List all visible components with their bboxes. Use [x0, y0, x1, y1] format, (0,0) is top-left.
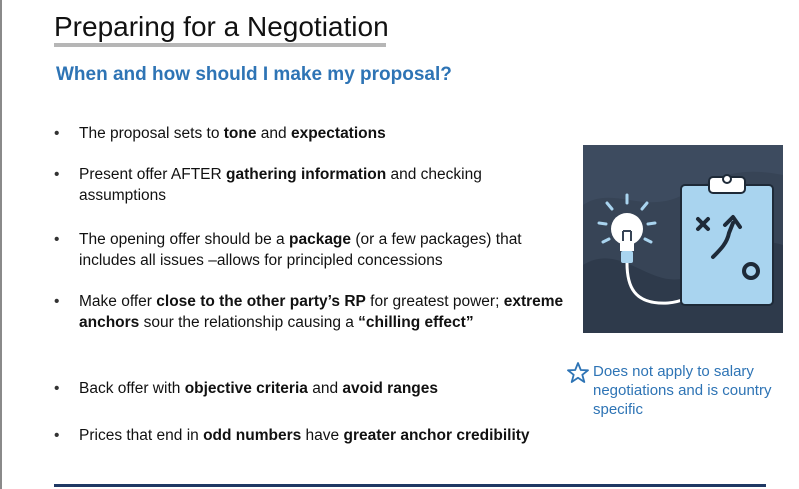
- bullet-marker: •: [54, 427, 60, 444]
- slide-title: Preparing for a Negotiation: [54, 11, 389, 42]
- slide-subtitle: When and how should I make my proposal?: [56, 64, 452, 85]
- bullet-marker: •: [54, 231, 60, 248]
- bullet-marker: •: [54, 166, 60, 183]
- bullet-text: Back offer with objective criteria and a…: [79, 378, 569, 399]
- bullet-segment: Present offer AFTER: [79, 166, 227, 183]
- bullet-segment: The proposal sets to: [79, 125, 224, 142]
- bottom-rule: [54, 484, 766, 487]
- bullet-segment: and checking assumptions: [79, 166, 482, 204]
- bullet-segment: for greatest power;: [365, 293, 504, 310]
- bullet-emphasis: “chilling effect”: [358, 314, 474, 331]
- bullet-emphasis: odd numbers: [203, 427, 302, 444]
- bullet-segment: and: [256, 125, 291, 142]
- strategy-illustration: [583, 145, 783, 333]
- bullet-emphasis: avoid ranges: [342, 380, 438, 397]
- footnote-text: Does not apply to salary negotiations an…: [593, 363, 772, 418]
- bullet-text: The proposal sets to tone and expectatio…: [79, 123, 569, 144]
- bullet-marker: •: [54, 380, 60, 397]
- bullet-segment: The opening offer should be a: [79, 231, 289, 248]
- clipboard-strategy-icon: [680, 174, 774, 306]
- bullet-emphasis: tone: [223, 125, 257, 142]
- bullet-segment: sour the relationship causing a: [139, 314, 359, 331]
- bullet-emphasis: gathering information: [226, 166, 387, 183]
- bullet-text: Prices that end in odd numbers have grea…: [79, 425, 569, 446]
- star-icon: [566, 361, 590, 390]
- bullet-text: Make offer close to the other party’s RP…: [79, 291, 569, 333]
- left-edge-rule: [0, 0, 2, 489]
- bullet-emphasis: package: [288, 231, 352, 248]
- bullet-emphasis: objective criteria: [184, 380, 308, 397]
- illustration-graphic: [583, 145, 783, 333]
- bullet-text: Present offer AFTER gathering informatio…: [79, 164, 569, 206]
- bullet-marker: •: [54, 293, 60, 310]
- bullet-segment: have: [301, 427, 344, 444]
- bullet-emphasis: greater anchor credibility: [343, 427, 530, 444]
- bullet-emphasis: extreme anchors: [79, 293, 564, 331]
- bullet-segment: (or a few packages) that includes all is…: [79, 231, 522, 269]
- lightbulb-icon: [597, 193, 702, 305]
- bullet-emphasis: expectations: [290, 125, 386, 142]
- title-underline: [54, 43, 386, 47]
- bullet-emphasis: close to the other party’s RP: [156, 293, 366, 310]
- bullet-segment: Prices that end in: [79, 427, 204, 444]
- bullet-segment: Make offer: [79, 293, 157, 310]
- bullet-marker: •: [54, 125, 60, 142]
- bullet-segment: and: [307, 380, 343, 397]
- bullet-segment: Back offer with: [79, 380, 185, 397]
- bullet-text: The opening offer should be a package (o…: [79, 229, 569, 271]
